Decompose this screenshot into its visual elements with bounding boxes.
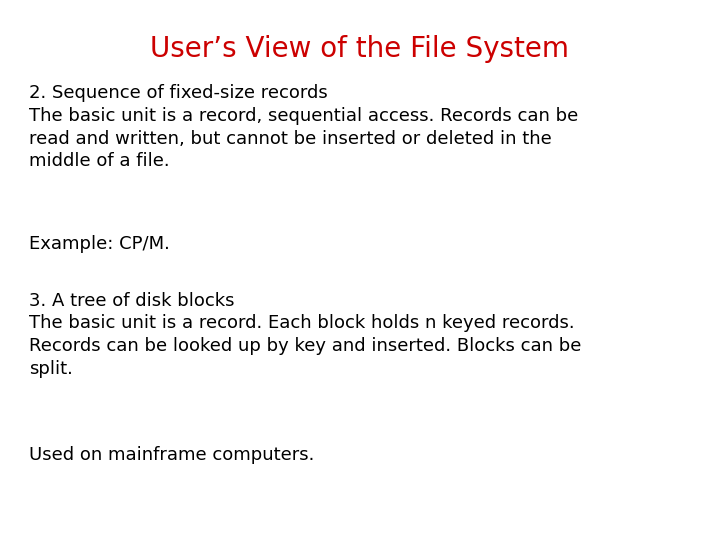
Text: 2. Sequence of fixed-size records
The basic unit is a record, sequential access.: 2. Sequence of fixed-size records The ba… [29,84,578,171]
Text: 3. A tree of disk blocks
The basic unit is a record. Each block holds n keyed re: 3. A tree of disk blocks The basic unit … [29,292,581,379]
Text: Example: CP/M.: Example: CP/M. [29,235,170,253]
Text: User’s View of the File System: User’s View of the File System [150,35,570,63]
Text: Used on mainframe computers.: Used on mainframe computers. [29,446,314,463]
